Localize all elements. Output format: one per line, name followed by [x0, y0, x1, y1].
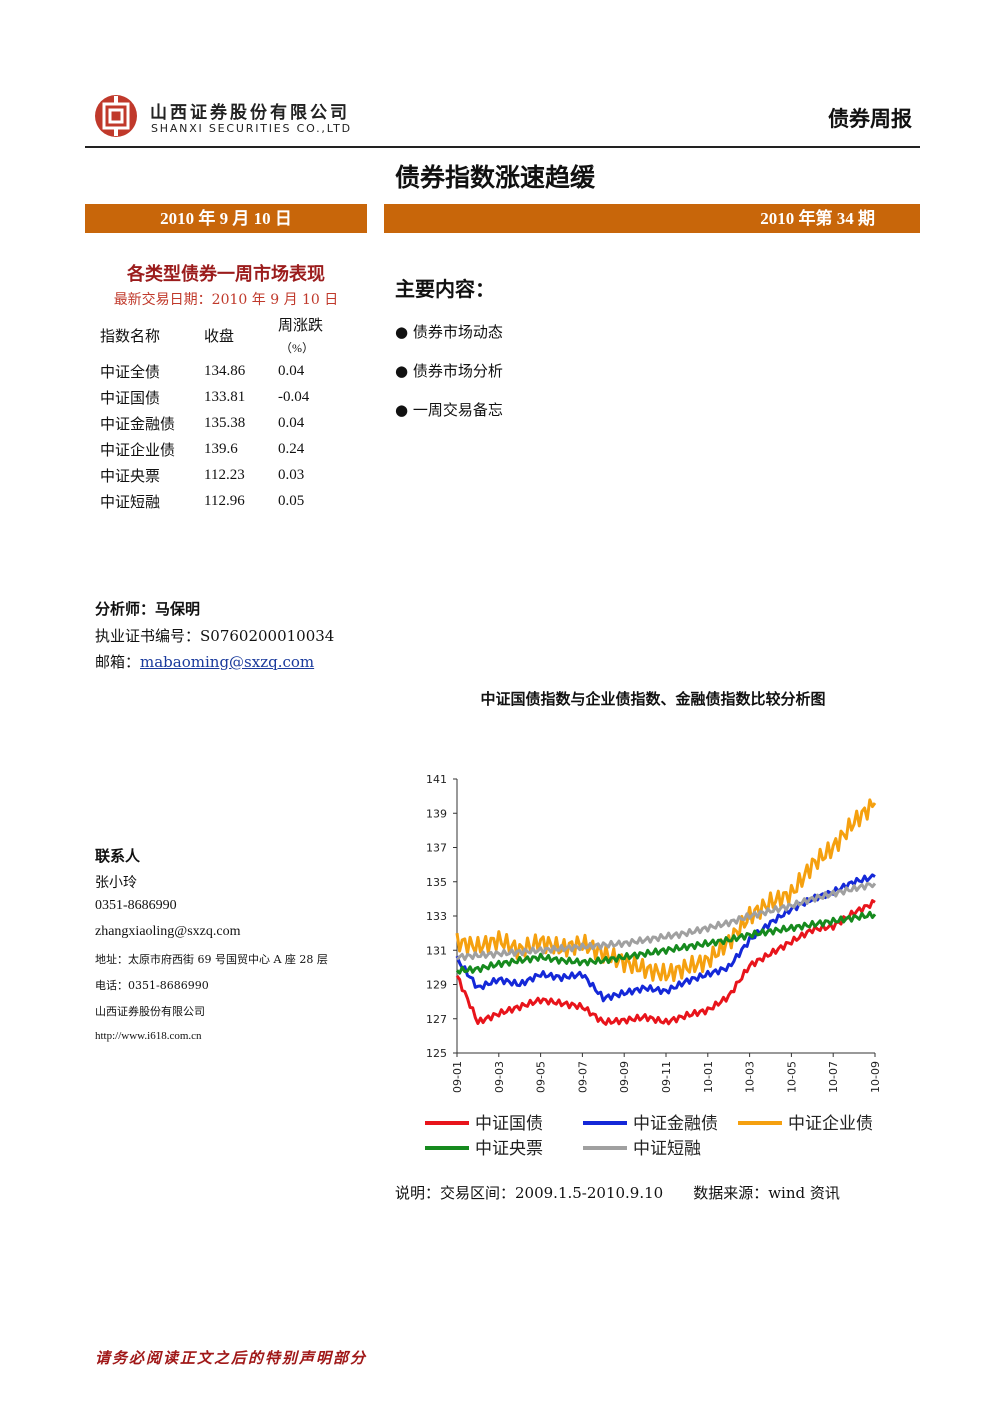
x-tick-label: 09-09: [618, 1061, 631, 1093]
table-row: 中证短融 112.96 0.05: [100, 488, 350, 514]
analyst-label: 分析师：马保明: [95, 600, 201, 618]
index-name-cell: 中证企业债: [100, 442, 176, 459]
date-bar-text: 2010 年 9 月 10 日: [160, 209, 292, 228]
legend-label: 中证短融: [633, 1139, 701, 1159]
y-tick-label: 139: [426, 807, 447, 820]
contact-address: 地址：太原市府西街 69 号国贸中心 A 座 28 层: [95, 953, 328, 966]
col-weekly-change: 周涨跌: [278, 317, 324, 334]
legend-label: 中证金融债: [633, 1114, 718, 1134]
table-row: 中证企业债 139.6 0.24: [100, 436, 350, 462]
contact-tel: 电话：0351-8686990: [95, 979, 209, 992]
analyst-email-row: 邮箱：mabaoming@sxzq.com: [95, 651, 314, 672]
change-cell: 0.05: [278, 492, 305, 509]
col-close: 收盘: [204, 328, 235, 345]
index-name-cell: 中证国债: [100, 390, 161, 407]
x-tick-label: 10-09: [869, 1061, 882, 1093]
table-row: 中证金融债 135.38 0.04: [100, 410, 350, 436]
chart-title: 中证国债指数与企业债指数、金融债指数比较分析图: [480, 690, 826, 708]
contents-item: ● 债券市场分析: [395, 362, 503, 380]
date-bar: 2010 年 9 月 10 日: [85, 204, 367, 233]
close-cell: 139.6: [204, 440, 238, 457]
x-tick-label: 10-03: [744, 1061, 757, 1093]
close-cell: 112.96: [204, 492, 245, 509]
contents-item-label: 债券市场动态: [412, 323, 503, 341]
market-table: 指数名称 收盘 周涨跌 （%） 中证全债 134.86 0.04 中证国债 133.81…: [100, 312, 350, 514]
contact-email[interactable]: zhangxiaoling@sxzq.com: [95, 924, 241, 939]
series-line-3: [455, 910, 877, 975]
table-row: 中证国债 133.81 -0.04: [100, 384, 350, 410]
index-name-cell: 中证金融债: [100, 416, 176, 433]
page-title: 债券指数涨速趋缓: [395, 163, 596, 192]
contents-item-label: 债券市场分析: [412, 362, 503, 380]
legend-label: 中证国债: [475, 1114, 543, 1134]
col-weekly-change-unit: （%）: [280, 340, 314, 355]
analyst-email-link[interactable]: mabaoming@sxzq.com: [140, 653, 315, 671]
close-cell: 135.38: [204, 414, 246, 431]
issue-bar: 2010 年第 34 期: [384, 204, 920, 233]
change-cell: 0.03: [278, 466, 305, 483]
x-tick-label: 10-01: [702, 1061, 715, 1093]
index-name-cell: 中证央票: [100, 468, 161, 485]
close-cell: 112.23: [204, 466, 245, 483]
y-tick-label: 133: [426, 910, 447, 923]
issue-bar-text: 2010 年第 34 期: [760, 209, 875, 228]
chart-note: 说明：交易区间：2009.1.5-2010.9.10 数据来源：wind 资讯: [395, 1184, 840, 1202]
contact-website[interactable]: http://www.i618.com.cn: [95, 1030, 202, 1042]
close-cell: 134.86: [204, 362, 246, 379]
analyst-cert: 执业证书编号：S0760200010034: [95, 627, 335, 645]
change-cell: -0.04: [278, 388, 310, 405]
contact-label: 联系人: [95, 847, 141, 865]
col-index-name: 指数名称: [100, 328, 161, 345]
legend-label: 中证企业债: [788, 1114, 873, 1134]
contact-company: 山西证券股份有限公司: [95, 1005, 205, 1018]
index-name-cell: 中证短融: [100, 494, 161, 511]
table-row: 中证全债 134.86 0.04: [100, 358, 350, 384]
series-line-4: [455, 882, 877, 961]
close-cell: 133.81: [204, 388, 246, 405]
y-tick-label: 141: [426, 773, 447, 786]
y-tick-label: 131: [426, 944, 447, 957]
report-type: 债券周报: [828, 107, 912, 131]
x-tick-label: 09-05: [535, 1061, 548, 1093]
change-cell: 0.24: [278, 440, 305, 457]
company-name-cn: 山西证券股份有限公司: [150, 103, 350, 123]
market-latest-date: 最新交易日期：2010 年 9 月 10 日: [113, 292, 339, 308]
market-title: 各类型债券一周市场表现: [127, 264, 325, 285]
table-row: 中证央票 112.23 0.03: [100, 462, 350, 488]
y-tick-label: 127: [426, 1013, 447, 1026]
change-cell: 0.04: [278, 414, 305, 431]
contents-heading: 主要内容：: [395, 277, 495, 301]
table-header-row-2: （%）: [100, 336, 350, 358]
header-rule: [85, 146, 920, 148]
legend-label: 中证央票: [475, 1139, 543, 1159]
contact-name: 张小玲: [95, 875, 137, 891]
company-logo: [95, 95, 137, 137]
series-line-0: [455, 899, 876, 1026]
table-header-row: 指数名称 收盘 周涨跌: [100, 312, 350, 345]
x-tick-label: 09-03: [493, 1061, 506, 1093]
contents-item-label: 一周交易备忘: [412, 401, 503, 419]
contents-item: ● 一周交易备忘: [395, 401, 503, 419]
y-tick-label: 125: [426, 1047, 447, 1060]
y-tick-label: 137: [426, 842, 447, 855]
change-cell: 0.04: [278, 362, 305, 379]
x-tick-label: 10-07: [827, 1061, 840, 1093]
y-tick-label: 129: [426, 979, 447, 992]
company-name-en: SHANXI SECURITIES CO.,LTD: [151, 122, 352, 135]
disclaimer: 请务必阅读正文之后的特别声明部分: [95, 1349, 368, 1367]
analyst-email-label: 邮箱：: [95, 653, 141, 671]
series-line-2: [455, 798, 877, 983]
contents-item: ● 债券市场动态: [395, 323, 503, 341]
x-tick-label: 09-11: [660, 1061, 673, 1093]
y-tick-label: 135: [426, 876, 447, 889]
index-name-cell: 中证全债: [100, 364, 161, 381]
index-comparison-chart: 125 127 129 131 133 135 137 139 141 09-01 09-03 09-…: [425, 773, 882, 1159]
x-tick-label: 09-01: [451, 1061, 464, 1093]
x-tick-label: 09-07: [576, 1061, 589, 1093]
x-tick-label: 10-05: [785, 1061, 798, 1093]
contact-phone: 0351-8686990: [95, 898, 177, 913]
